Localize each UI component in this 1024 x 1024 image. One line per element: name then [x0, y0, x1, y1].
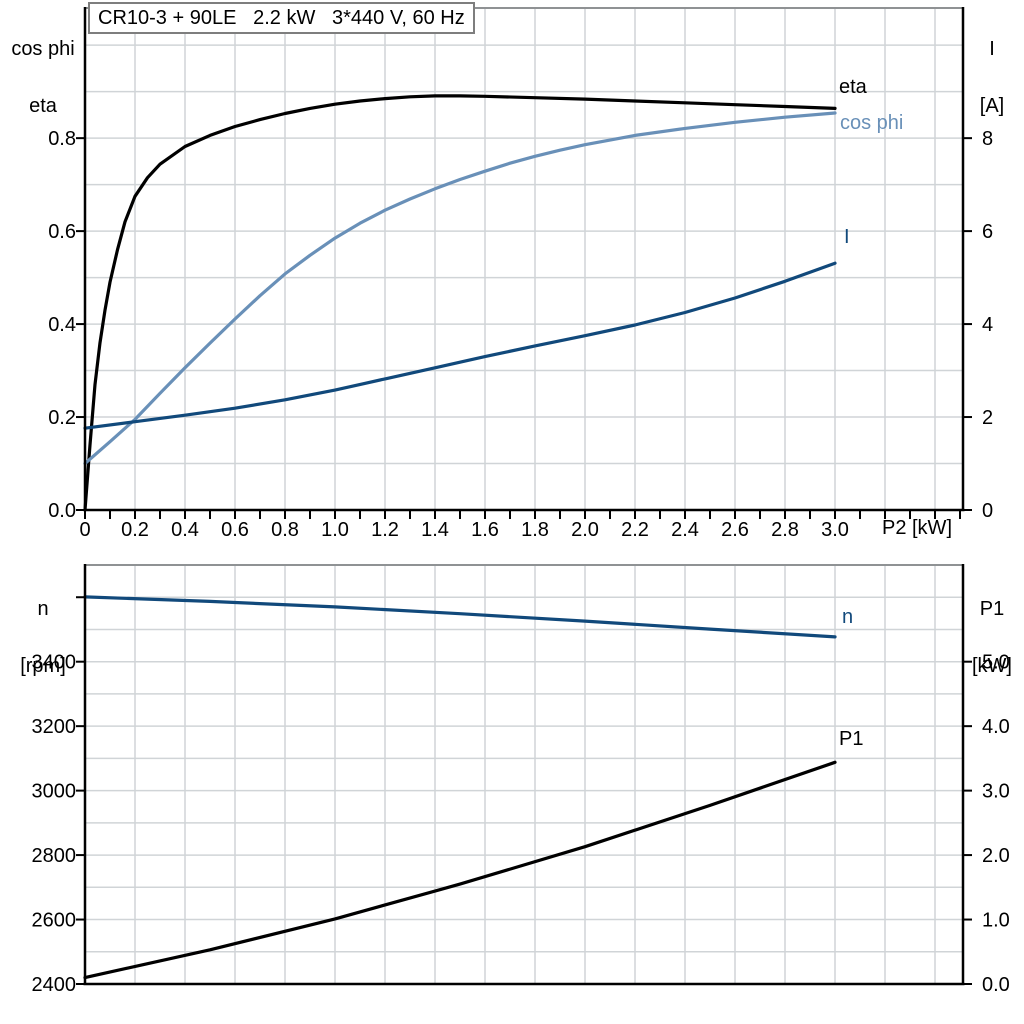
axis-title-p1-unit: [kW] — [972, 655, 1012, 677]
top-left-axis-title: cos phi eta — [4, 2, 82, 154]
chart-top: 0 0.2 0.4 0.6 0.8 1.0 1.2 1.4 1.6 1.8 2.0 2.2 2.4 2.6… — [48, 7, 993, 541]
x-tick-label: 1.2 — [371, 519, 399, 541]
x-tick-label: 2.2 — [621, 519, 649, 541]
y-right-tick-label: 6 — [982, 221, 993, 243]
x-tick-label: 0.2 — [121, 519, 149, 541]
x-tick-label: 0.6 — [221, 519, 249, 541]
bottom-right-axis-title: P1 [kW] — [960, 562, 1024, 714]
axis-title-speed: n — [37, 598, 49, 620]
y-left-tick-label: 0.4 — [48, 314, 76, 336]
curve-label-eta: eta — [839, 76, 867, 98]
y-left-tick-label: 0.2 — [48, 407, 76, 429]
x-tick-label: 0.4 — [171, 519, 199, 541]
y-left-tick-label: 0.0 — [48, 500, 76, 522]
y-right-tick-label: 1.0 — [982, 910, 1010, 932]
curve-cos-phi — [83, 111, 837, 466]
y-left-tick-label: 3000 — [32, 781, 77, 803]
y-right-tick-label: 2.0 — [982, 845, 1010, 867]
x-tick-label: 2.6 — [721, 519, 749, 541]
axis-title-eta: eta — [29, 95, 57, 117]
top-right-axis-title: I [A] — [960, 2, 1024, 154]
y-left-tick-label: 2800 — [32, 845, 77, 867]
curve-n — [83, 595, 837, 639]
axis-title-current-unit: [A] — [979, 95, 1005, 117]
chart-bottom: 2400 2600 2800 3000 3200 3400 0.0 1.0 2.0 3.0 4.0 5… — [32, 564, 1010, 996]
axis-title-cos-phi: cos phi — [11, 38, 75, 60]
bottom-left-axis-title: n [rpm] — [4, 562, 82, 714]
x-tick-label: 2.0 — [571, 519, 599, 541]
y-right-tick-label: 2 — [982, 407, 993, 429]
x-tick-label: 0.8 — [271, 519, 299, 541]
y-right-tick-label: 4.0 — [982, 716, 1010, 738]
y-right-tick-label: 0 — [982, 500, 993, 522]
curve-eta — [83, 94, 837, 512]
y-left-tick-label: 3400 — [32, 652, 77, 674]
x-tick-label: 3.0 — [821, 519, 849, 541]
x-tick-label: 2.4 — [671, 519, 699, 541]
y-right-tick-label: 4 — [982, 314, 993, 336]
x-axis-title: P2 [kW] — [881, 517, 952, 539]
y-right-tick-label: 5.0 — [982, 652, 1010, 674]
chart-title-box: CR10-3 + 90LE 2.2 kW 3*440 V, 60 Hz — [88, 2, 475, 34]
curve-label-cos-phi: cos phi — [840, 112, 904, 134]
y-left-tick-label: 2600 — [32, 910, 77, 932]
x-tick-label: 2.8 — [771, 519, 799, 541]
curve-label-p1: P1 — [839, 728, 864, 750]
y-left-tick-label: 3200 — [32, 716, 77, 738]
curve-label-current: I — [844, 226, 850, 248]
y-right-tick-label: 0.0 — [982, 974, 1010, 996]
x-tick-label: 1.8 — [521, 519, 549, 541]
y-left-tick-label: 0.8 — [48, 128, 76, 150]
curve-p1 — [83, 760, 837, 980]
curve-current — [83, 261, 837, 430]
axis-title-p1: P1 — [979, 598, 1005, 620]
x-tick-label: 1.0 — [321, 519, 349, 541]
y-right-tick-label: 8 — [982, 128, 993, 150]
x-tick-label: 0 — [79, 519, 90, 541]
y-right-tick-label: 3.0 — [982, 781, 1010, 803]
y-left-tick-label: 2400 — [32, 974, 77, 996]
x-tick-label: 1.4 — [421, 519, 449, 541]
axis-title-speed-unit: [rpm] — [20, 655, 66, 677]
x-tick-label: 1.6 — [471, 519, 499, 541]
y-left-tick-label: 0.6 — [48, 221, 76, 243]
curve-label-n: n — [842, 606, 854, 628]
axis-title-current: I — [989, 38, 995, 60]
